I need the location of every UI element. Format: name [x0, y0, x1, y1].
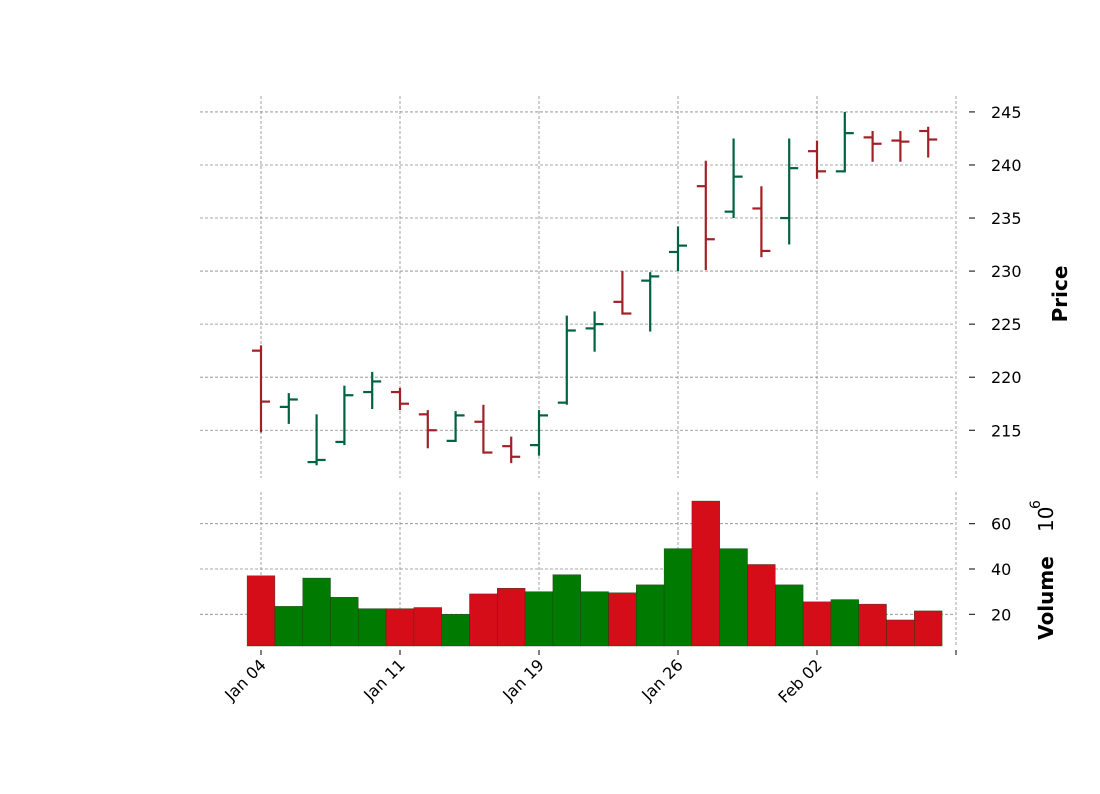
- ohlc-bar: [446, 411, 465, 442]
- x-tick-label: Jan 19: [498, 655, 548, 705]
- price-axis-title: Price: [1048, 266, 1072, 323]
- ohlc-bar: [391, 387, 409, 411]
- ohlc-bar: [279, 393, 298, 424]
- ohlc-bar: [863, 131, 882, 162]
- volume-bar: [775, 584, 804, 647]
- volume-bar: [858, 603, 887, 647]
- price-tick-label: 215: [991, 421, 1022, 440]
- x-tick-label: Feb 02: [774, 655, 825, 706]
- price-tick-label: 245: [991, 103, 1022, 122]
- x-tick-label: Jan 11: [359, 655, 409, 705]
- volume-bar: [497, 588, 526, 647]
- volume-bar: [719, 548, 748, 647]
- ohlc-bar: [752, 186, 771, 258]
- ohlc-bar: [780, 138, 799, 245]
- volume-bar: [552, 574, 581, 647]
- volume-bar: [385, 608, 415, 647]
- ohlc-bar: [919, 126, 938, 158]
- volume-bar: [330, 597, 359, 647]
- ohlc-bar: [418, 410, 437, 449]
- grid-layer: [200, 96, 957, 646]
- volume-bar: [441, 614, 470, 647]
- price-tick-label: 240: [991, 156, 1022, 175]
- volume-bar: [469, 593, 498, 647]
- x-tick-label: Jan 26: [637, 655, 687, 705]
- volume-bar: [886, 619, 915, 647]
- volume-bars: [246, 500, 943, 647]
- ohlc-bar: [502, 436, 521, 464]
- volume-bar: [274, 606, 303, 647]
- price-tick-label: 230: [991, 262, 1022, 281]
- volume-axis-title: Volume: [1034, 556, 1058, 640]
- ohlc-bar: [252, 345, 270, 433]
- ohlc-bar: [335, 385, 354, 446]
- x-tick-label: Jan 04: [220, 655, 270, 705]
- volume-tick-label: 40: [991, 560, 1011, 579]
- price-tick-label: 225: [991, 315, 1022, 334]
- ohlc-bar: [669, 226, 687, 272]
- volume-bar: [802, 601, 832, 647]
- volume-bar: [302, 577, 331, 647]
- volume-exponent-base: 10: [1034, 507, 1058, 532]
- ohlc-bar: [307, 414, 326, 466]
- ohlc-bar: [613, 271, 632, 315]
- volume-bar: [663, 548, 693, 647]
- price-tick-label: 235: [991, 209, 1022, 228]
- volume-exponent-power: 6: [1028, 500, 1044, 509]
- volume-bar: [914, 610, 943, 647]
- volume-bar: [830, 599, 859, 647]
- ohlc-bar: [641, 272, 660, 332]
- volume-bar: [747, 564, 776, 647]
- ohlc-bar: [724, 138, 743, 219]
- volume-bar: [691, 500, 720, 647]
- volume-bar: [413, 607, 442, 647]
- price-tick-label: 220: [991, 368, 1022, 387]
- ohlc-bar: [474, 404, 493, 454]
- ohlc-bar: [891, 131, 910, 162]
- volume-bar: [246, 575, 276, 647]
- ohlc-bar: [530, 410, 548, 456]
- volume-bar: [358, 608, 387, 647]
- volume-tick-label: 20: [991, 605, 1011, 624]
- ohlc-bar: [808, 140, 826, 179]
- volume-bar: [580, 591, 609, 647]
- volume-bar: [636, 584, 665, 647]
- volume-bar: [524, 591, 554, 647]
- ohlc-bar: [363, 371, 382, 410]
- ohlc-bar: [585, 311, 604, 352]
- ohlc-bar: [696, 160, 715, 271]
- price-bars: [252, 111, 938, 466]
- ohlc-bar: [835, 111, 854, 173]
- volume-bar: [608, 592, 637, 647]
- volume-tick-label: 60: [991, 515, 1011, 534]
- ohlc-bar: [557, 315, 576, 405]
